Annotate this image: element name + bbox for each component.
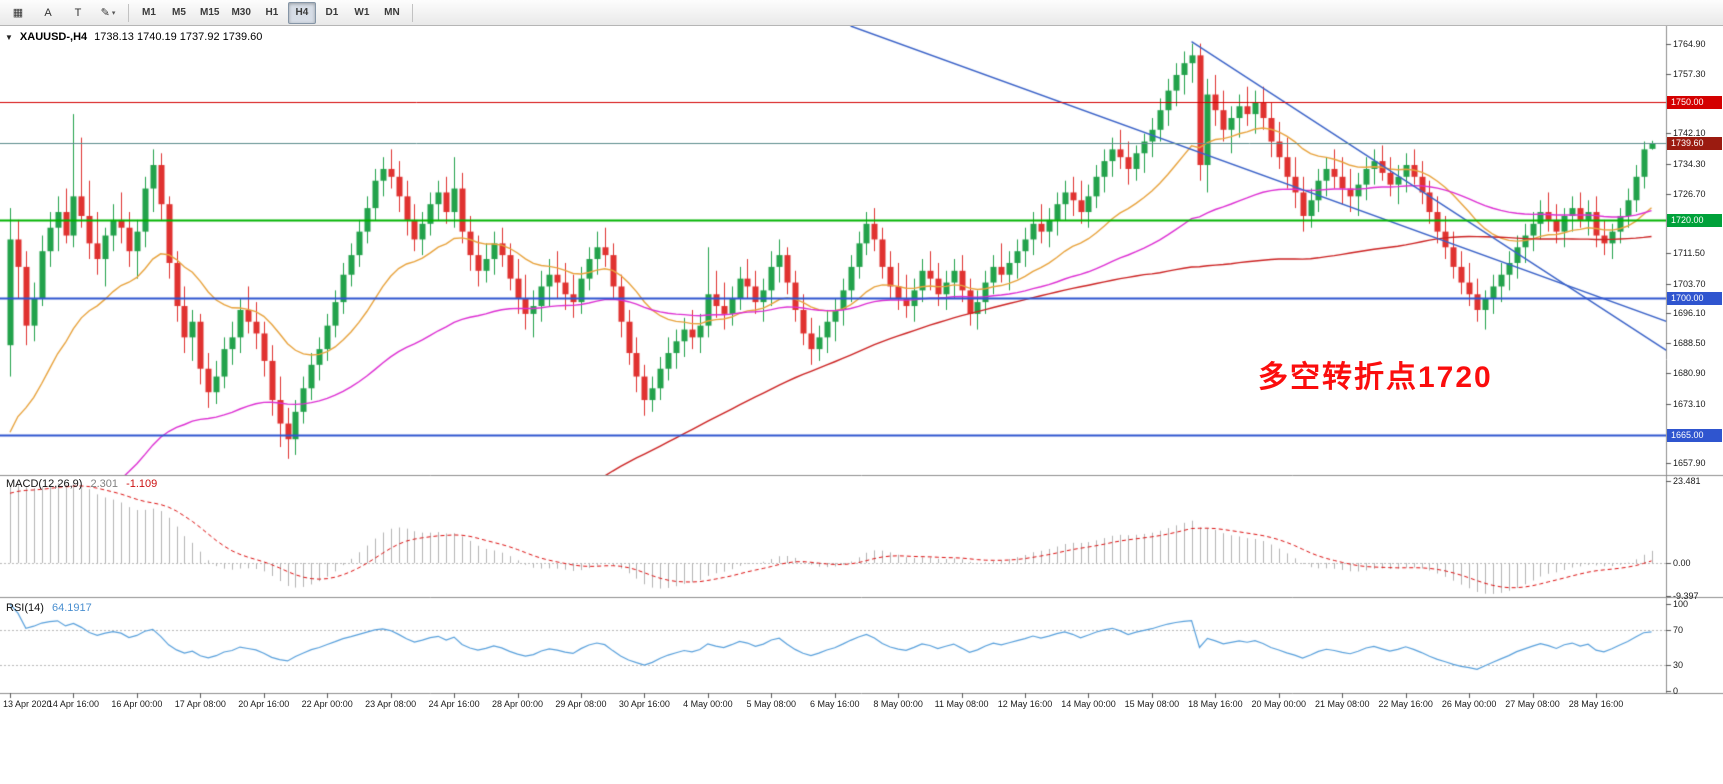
timeframe-button-M15[interactable]: M15 [200, 7, 220, 18]
price-scale-tick: 1757.30 [1673, 68, 1706, 79]
toolbar-tools: ▦ A T ✎ ▾ [3, 2, 123, 24]
toolbar: ▦ A T ✎ ▾ M1 M5 M15 M30 H1 H4 D1 W1 MN [0, 0, 1723, 26]
chart-ohlc-values: 1738.13 1740.19 1737.92 1739.60 [94, 31, 263, 43]
timeframe-button-M5[interactable]: M5 [172, 7, 186, 18]
time-axis-label: 20 May 00:00 [1251, 699, 1307, 709]
time-axis-label: 22 May 16:00 [1378, 699, 1433, 709]
rsi-name: RSI(14) [6, 602, 44, 614]
text-tool-button[interactable]: T [74, 6, 82, 19]
rsi-scale-tick: 30 [1673, 659, 1684, 670]
chart-annotation-text[interactable]: 多空转折点1720 [1258, 361, 1493, 394]
symbol-dropdown-icon[interactable]: ▼ [5, 32, 13, 42]
macd-scale-tick: -9.397 [1673, 590, 1699, 601]
timeframe-button-H4[interactable]: H4 [287, 1, 316, 24]
timeframe-button-H1[interactable]: H1 [265, 7, 279, 18]
timeframe-switcher: M1 M5 M15 M30 H1 H4 D1 W1 MN [134, 1, 407, 24]
price-chart-canvas[interactable] [0, 26, 1723, 784]
time-axis-label: 17 Apr 08:00 [174, 699, 226, 709]
dropdown-arrow-icon: ▾ [111, 9, 116, 17]
rsi-scale-tick: 100 [1673, 599, 1689, 609]
chart-symbol-title: XAUUSD-,H4 [19, 31, 88, 43]
time-axis-label: 15 May 08:00 [1124, 699, 1180, 709]
time-axis-label: 5 May 08:00 [746, 699, 797, 709]
chart-area: ▼ XAUUSD-,H4 1738.13 1740.19 1737.92 173… [0, 26, 1723, 784]
timeframe-button-MN[interactable]: MN [384, 7, 400, 18]
time-axis-label: 12 May 16:00 [997, 699, 1053, 709]
time-axis-label: 29 Apr 08:00 [555, 699, 607, 709]
macd-signal-value: -1.109 [126, 478, 158, 490]
macd-scale-tick: 23.481 [1673, 475, 1701, 486]
time-axis-label: 26 May 00:00 [1441, 699, 1497, 709]
price-scale-tick: 1711.50 [1673, 248, 1705, 259]
price-badge-1700.00: 1700.00 [1667, 292, 1722, 306]
macd-indic-label: MACD(12,26,9) 2.301 -1.109 [6, 478, 162, 490]
price-scale-tick: 1703.70 [1673, 278, 1706, 289]
time-axis-label: 4 May 00:00 [683, 699, 733, 709]
time-axis-label: 18 May 16:00 [1188, 699, 1243, 709]
price-scale-tick: 1734.30 [1673, 158, 1706, 169]
time-axis-label: 28 Apr 00:00 [491, 699, 544, 709]
time-axis-label: 14 Apr 16:00 [47, 699, 99, 709]
price-scale-tick: 1742.10 [1673, 128, 1706, 139]
time-axis-label: 23 Apr 08:00 [365, 699, 417, 709]
drawing-tools-dropdown-button[interactable]: ✎ ▾ [100, 7, 116, 19]
price-scale-tick: 1764.90 [1673, 39, 1706, 49]
price-scale-tick: 1688.50 [1673, 338, 1706, 349]
macd-name: MACD(12,26,9) [6, 478, 83, 490]
timeframe-button-M1[interactable]: M1 [142, 7, 156, 18]
rsi-scale-tick: 70 [1673, 625, 1684, 636]
price-scale-tick: 1680.90 [1673, 368, 1706, 379]
price-scale-tick: 1673.10 [1673, 398, 1706, 409]
time-axis-label: 27 May 08:00 [1505, 699, 1560, 709]
time-axis-label: 22 Apr 00:00 [301, 699, 353, 709]
time-axis-label: 8 May 00:00 [873, 699, 923, 709]
price-badge-1720.00: 1720.00 [1667, 213, 1722, 227]
time-axis-label: 20 Apr 16:00 [238, 699, 290, 709]
macd-main-value: 2.301 [90, 478, 119, 490]
time-axis-label: 28 May 16:00 [1568, 699, 1624, 709]
time-axis-label: 14 May 00:00 [1061, 699, 1116, 709]
price-badge-1665.00: 1665.00 [1667, 429, 1722, 443]
timeframe-button-W1[interactable]: W1 [354, 7, 370, 18]
price-badge-1739.60: 1739.60 [1667, 137, 1722, 151]
font-tool-button[interactable]: A [44, 6, 52, 19]
chart-title-bar: ▼ XAUUSD-,H4 1738.13 1740.19 1737.92 173… [5, 31, 262, 43]
time-axis-label: 30 Apr 16:00 [618, 699, 670, 709]
time-axis-label: 21 May 08:00 [1314, 699, 1370, 709]
rsi-scale-tick: 0 [1673, 686, 1679, 696]
price-scale-tick: 1726.70 [1673, 188, 1706, 199]
rsi-indic-label: RSI(14) 64.1917 [6, 602, 97, 614]
time-axis-label: 6 May 16:00 [809, 699, 860, 709]
price-scale-tick: 1696.10 [1673, 308, 1706, 319]
time-axis-label: 16 Apr 00:00 [111, 699, 163, 709]
price-badge-1750.00: 1750.00 [1667, 96, 1722, 110]
macd-scale-tick: 0.00 [1673, 558, 1691, 568]
grid-tool-icon[interactable]: ▦ [12, 7, 24, 19]
timeframe-button-D1[interactable]: D1 [325, 7, 339, 18]
time-axis-label: 13 Apr 2020 [3, 699, 52, 709]
rsi-value: 64.1917 [51, 602, 92, 614]
time-axis-label: 24 Apr 16:00 [428, 699, 480, 709]
time-axis-label: 11 May 08:00 [934, 699, 989, 709]
toolbar-separator [411, 3, 413, 22]
timeframe-button-M30[interactable]: M30 [231, 7, 251, 18]
price-scale-tick: 1657.90 [1673, 458, 1706, 469]
toolbar-separator [128, 3, 129, 22]
